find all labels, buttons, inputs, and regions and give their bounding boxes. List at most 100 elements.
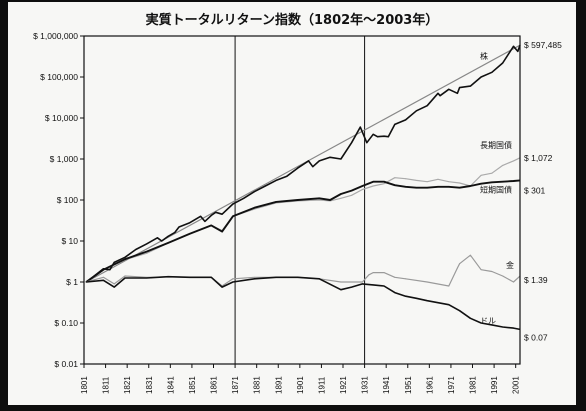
series-3-point (254, 276, 256, 278)
series-4-point (394, 292, 396, 294)
series-4-point (383, 285, 385, 287)
series-line-0 (85, 44, 521, 283)
x-tick-label: 1821 (123, 376, 132, 394)
series-4-point (361, 283, 363, 285)
series-2-point (513, 180, 515, 182)
y-tick-label: $ 10,000 (45, 113, 78, 123)
series-2-point (361, 185, 363, 187)
series-line-2 (85, 179, 521, 283)
series-1-point (340, 197, 342, 199)
series-1-point (513, 160, 515, 162)
series-4-point (426, 300, 428, 302)
x-tick-label: 1831 (145, 376, 154, 394)
series-2-point (146, 251, 148, 253)
series-0-point (387, 136, 389, 138)
series-3-point (480, 269, 482, 271)
series-0-point (469, 85, 471, 87)
y-tick-label: $ 10 (61, 236, 78, 246)
series-4-point (146, 277, 148, 279)
series-2-point (254, 207, 256, 209)
series-0-point (189, 222, 191, 224)
series-0-point (124, 256, 126, 258)
series-0-point (439, 95, 441, 97)
series-3-point (394, 276, 396, 278)
series-0-point (491, 71, 493, 73)
series-1-point (415, 179, 417, 181)
series-4-point (513, 327, 515, 329)
series-2-point (383, 181, 385, 183)
real-total-return-chart: 実質トータルリターン指数（1802年〜2003年） $ 1,000,000 $ 1… (33, 12, 562, 394)
series-4-point (469, 317, 471, 319)
chart-title: 実質トータルリターン指数（1802年〜2003年） (146, 12, 439, 28)
series-4-point (254, 278, 256, 280)
x-tick-label: 1851 (188, 376, 197, 394)
series-end-value-label: $ 301 (524, 185, 546, 195)
series-0-point (383, 135, 385, 137)
series-4-point (297, 276, 299, 278)
x-tick-label: 1811 (102, 376, 111, 394)
series-0-point (517, 50, 519, 52)
series-2-point (189, 233, 191, 235)
series-2-point (502, 181, 504, 183)
series-1-point (405, 178, 407, 180)
series-1-point (459, 182, 461, 184)
series-2-point (275, 201, 277, 203)
x-tick-label: 1981 (469, 376, 478, 394)
series-3-point (368, 274, 370, 276)
series-0-point (254, 191, 256, 193)
series-0-point (394, 123, 396, 125)
series-4-point (210, 276, 212, 278)
series-3-point (232, 278, 234, 280)
series-2-point (372, 181, 374, 183)
series-3-point (459, 263, 461, 265)
x-tick-label: 1881 (253, 376, 262, 394)
series-2-point (340, 193, 342, 195)
x-tick-label: 1961 (425, 376, 434, 394)
series-3-point (102, 276, 104, 278)
series-2-point (102, 269, 104, 271)
series-2-point (351, 190, 353, 192)
series-0-point (221, 213, 223, 215)
series-0-point (405, 119, 407, 121)
series-0-point (340, 158, 342, 160)
series-end-value-label: $ 1.39 (524, 275, 548, 285)
series-3-point (113, 283, 115, 285)
series-end-value-label: $ 1,072 (524, 153, 553, 163)
y-tick-label: $ 0.10 (54, 318, 78, 328)
x-tick-label: 1951 (404, 376, 413, 394)
series-0-point (113, 261, 115, 263)
series-2-point (124, 258, 126, 260)
x-tick-label: 1941 (382, 376, 391, 394)
series-1-point (437, 178, 439, 180)
series-0-point (456, 92, 458, 94)
series-4-point (405, 295, 407, 297)
series-3-point (502, 275, 504, 277)
series-name-label: ドル (480, 316, 496, 325)
series-0-point (372, 133, 374, 135)
series-name-label: 株 (480, 51, 488, 61)
series-2-point (167, 242, 169, 244)
x-tick-label: 1801 (80, 376, 89, 394)
series-4-point (459, 310, 461, 312)
series-3-point (340, 281, 342, 283)
y-tick-label: $ 0.01 (54, 359, 78, 369)
series-1-point (502, 164, 504, 166)
series-4-point (124, 277, 126, 279)
series-0-point (459, 87, 461, 89)
series-1-point (318, 199, 320, 201)
series-4-point (102, 279, 104, 281)
series-0-point (307, 160, 309, 162)
series-0-point (135, 249, 137, 251)
series-0-point (178, 226, 180, 228)
series-2-point (221, 231, 223, 233)
x-tick-label: 2001 (512, 376, 521, 394)
series-3-point (405, 278, 407, 280)
series-4-point (275, 276, 277, 278)
series-1-point (361, 189, 363, 191)
series-2-point (437, 186, 439, 188)
series-0-point (437, 92, 439, 94)
series-0-point (200, 215, 202, 217)
y-tick-label: $ 100,000 (40, 72, 78, 82)
series-0-point (204, 220, 206, 222)
series-1-point (254, 208, 256, 210)
